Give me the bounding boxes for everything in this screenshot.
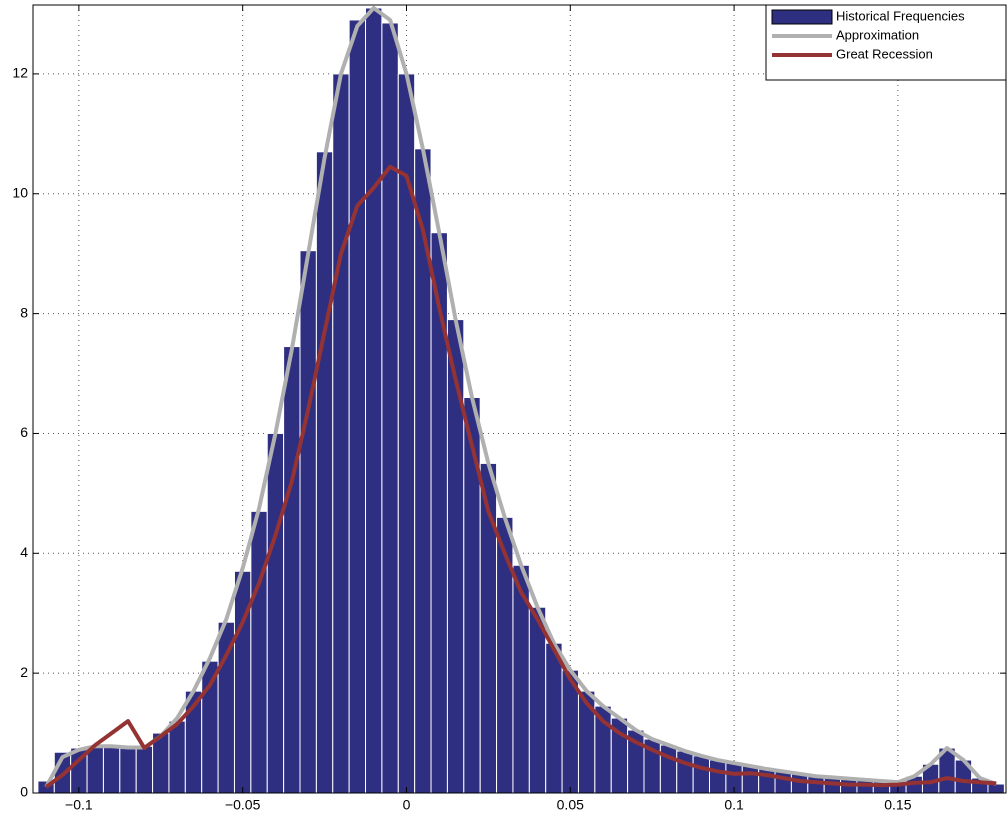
- bar: [692, 755, 711, 794]
- bar: [676, 750, 694, 794]
- y-tick-label: 6: [20, 424, 28, 440]
- y-tick-label: 4: [20, 544, 28, 560]
- bar: [201, 660, 219, 794]
- y-tick-label: 2: [20, 664, 28, 680]
- legend-swatch: [771, 9, 833, 25]
- bar: [348, 19, 367, 794]
- line-series: [44, 164, 997, 789]
- x-tick-label: −0.1: [65, 797, 93, 813]
- bar: [315, 151, 334, 794]
- bar: [365, 7, 383, 794]
- x-tick-label: 0.05: [557, 797, 584, 813]
- bar: [135, 745, 154, 794]
- bar: [446, 319, 465, 794]
- bar: [709, 759, 727, 794]
- x-tick-label: −0.05: [225, 797, 261, 813]
- x-tick-label: 0: [403, 797, 411, 813]
- x-tick-label: 0.15: [884, 797, 911, 813]
- bar: [250, 510, 268, 794]
- legend-label: Approximation: [836, 27, 919, 42]
- bar: [577, 690, 596, 794]
- legend-label: Great Recession: [836, 46, 933, 61]
- bar: [102, 746, 121, 794]
- legend-label: Historical Frequencies: [836, 8, 965, 23]
- bar: [545, 642, 563, 794]
- bar: [774, 770, 792, 794]
- bar: [332, 73, 350, 794]
- y-tick-label: 12: [12, 65, 28, 81]
- bar: [496, 516, 514, 794]
- y-tick-label: 8: [20, 304, 28, 320]
- bar: [283, 346, 301, 794]
- bar: [266, 432, 285, 794]
- x-tick-label: 0.1: [724, 797, 744, 813]
- bar: [119, 747, 137, 794]
- bar: [414, 148, 432, 794]
- bar: [299, 250, 317, 794]
- bar: [430, 232, 448, 794]
- bar: [168, 720, 186, 794]
- line-series: [44, 5, 997, 788]
- y-tick-label: 10: [12, 184, 28, 200]
- bar: [987, 783, 1005, 794]
- bar: [381, 22, 399, 794]
- legend: Historical Frequencies Approximation Great…: [765, 4, 1007, 81]
- bar: [528, 606, 547, 794]
- bar: [463, 397, 481, 794]
- axes-box: [32, 4, 1007, 794]
- bar: [659, 744, 678, 794]
- bar: [86, 745, 104, 794]
- y-tick-label: 0: [20, 784, 28, 800]
- bar: [741, 765, 760, 794]
